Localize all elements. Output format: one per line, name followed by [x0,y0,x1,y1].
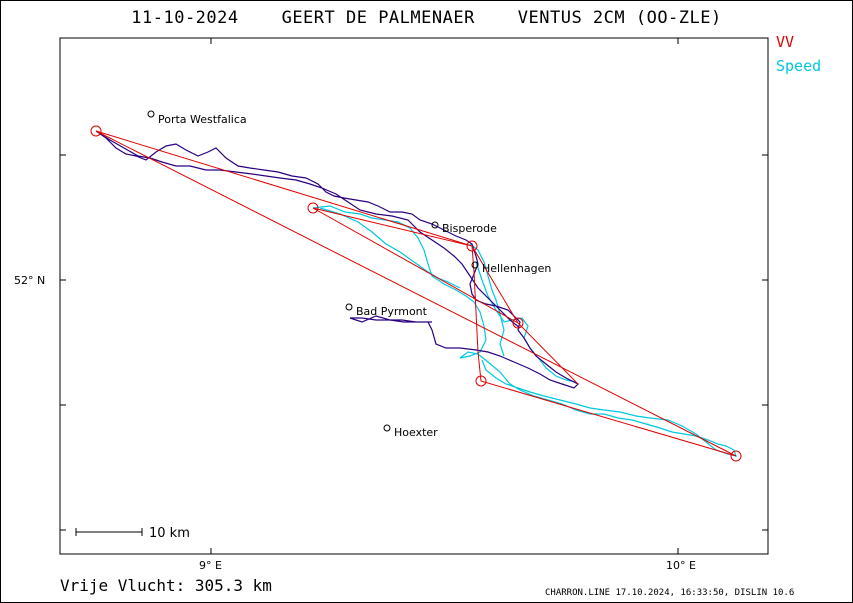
turnpoint-marker [307,202,319,214]
legend-vv: VV [776,33,795,51]
scale-bar [75,528,143,536]
place-porta-westfalica: Porta Westfalica [158,113,247,126]
speed-track [312,205,737,457]
place-hellenhagen: Hellenhagen [482,262,551,275]
axis-ticks [60,38,768,554]
scale-label: 10 km [149,526,190,541]
place-bad-pyrmont: Bad Pyrmont [356,305,428,318]
legend-speed: Speed [776,57,822,75]
distance-summary: Vrije Vlucht: 305.3 km [60,576,272,595]
place-bisperode: Bisperode [442,222,497,235]
glider-name: VENTUS 2CM (OO-ZLE) [517,8,722,28]
plot-frame [59,37,769,555]
lon-label-9: 9° E [199,559,222,572]
turnpoint-marker [466,240,478,252]
turnpoint-marker [512,317,524,329]
place-hoexter: Hoexter [394,426,438,439]
flight-title: 11-10-2024 GEERT DE PALMENAER VENTUS 2CM… [0,8,853,28]
lon-label-10: 10° E [666,559,696,572]
turnpoint-finish [730,450,742,462]
turnpoint-start [90,125,102,137]
pilot-name: GEERT DE PALMENAER [281,8,475,28]
turnpoints [90,125,742,462]
flight-track [95,130,580,389]
lat-label-52: 52° N [14,274,45,287]
footer-credit: CHARRON.LINE 17.10.2024, 16:33:50, DISLI… [545,588,795,598]
turnpoint-marker [475,375,487,387]
task-lines [95,130,737,457]
place-markers [147,110,479,432]
flight-date: 11-10-2024 [131,8,239,28]
